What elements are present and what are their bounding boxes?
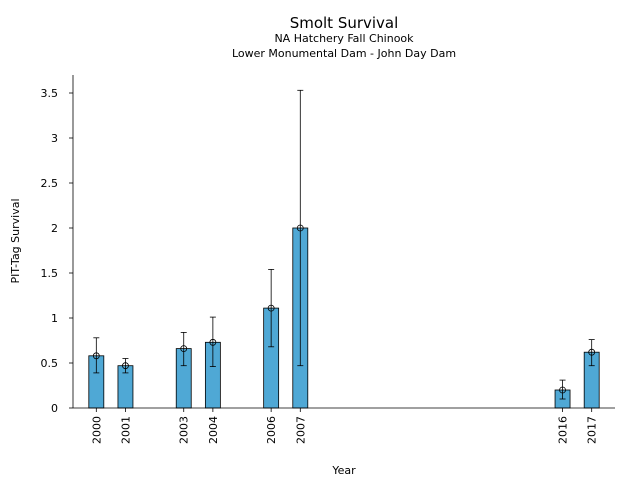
chart-title: Smolt Survival [290,14,399,32]
x-tick-label-2006: 2006 [265,416,278,444]
chart-subtitle-line-2: Lower Monumental Dam - John Day Dam [232,47,456,60]
y-tick-label-6: 3 [51,132,58,145]
x-tick-label-2001: 2001 [119,416,132,444]
x-tick-label-2007: 2007 [294,416,307,444]
y-axis-label: PIT-Tag Survival [9,198,22,283]
point-marker-2016 [559,386,566,394]
x-tick-label-2016: 2016 [557,416,570,444]
x-axis-label: Year [331,464,356,477]
y-tick-label-1: 0.5 [41,357,59,370]
x-tick-label-2017: 2017 [586,416,599,444]
point-marker-2001 [122,362,129,370]
y-tick-label-7: 3.5 [41,87,59,100]
bar-group-2007 [292,89,309,409]
plot-area: 2000 2001 2003 2004 2006 2007 2016 2017 0 0.5 1 1.5… [41,75,615,444]
point-marker-2003 [180,345,188,353]
x-tick-label-2003: 2003 [178,416,191,444]
y-tick-label-4: 2 [51,222,58,235]
bar-group-2003 [175,331,192,409]
point-marker-2006 [267,304,275,312]
bar-group-2001 [117,358,134,409]
y-tick-label-0: 0 [51,402,58,415]
point-marker-2000 [92,352,100,360]
y-tick-label-2: 1 [51,312,58,325]
bar-group-2000 [88,337,105,409]
x-tick-label-2004: 2004 [207,416,220,444]
point-marker-2017 [588,348,596,356]
bar-group-2016 [554,379,571,409]
chart-subtitle-line-1: NA Hatchery Fall Chinook [274,32,414,45]
y-tick-label-5: 2.5 [41,177,59,190]
y-tick-label-3: 1.5 [41,267,59,280]
bar-group-2006 [263,268,280,409]
bar-group-2017 [583,339,600,409]
point-marker-2007 [296,224,304,232]
point-marker-2004 [209,338,217,346]
bar-group-2004 [204,316,221,409]
x-tick-label-2000: 2000 [90,416,103,444]
